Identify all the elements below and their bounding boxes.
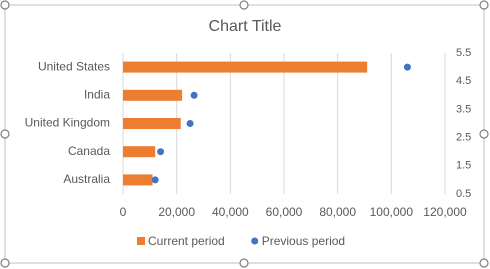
point (186, 120, 194, 127)
handle[interactable] (0, 258, 10, 268)
y2-tick-label: 4.5 (456, 75, 471, 87)
handle[interactable] (479, 258, 489, 268)
bar (123, 89, 183, 101)
point (157, 148, 165, 156)
y-tick-label: India (84, 87, 110, 101)
legend-swatch (251, 237, 259, 245)
bar (123, 118, 181, 129)
legend-label: Previous period (262, 234, 345, 248)
x-tick-label: 40,000 (212, 205, 249, 219)
chart-title: Chart Title (209, 18, 282, 35)
y2-tick-label: 1.5 (456, 160, 471, 172)
chart-frame (4, 4, 485, 264)
bar (123, 61, 368, 73)
handle[interactable] (0, 129, 10, 139)
point (190, 91, 198, 99)
y-tick-label: United Kingdom (25, 116, 110, 130)
x-tick-label: 20,000 (158, 205, 195, 219)
y-tick-label: Canada (68, 144, 110, 158)
y2-tick-label: 3.5 (456, 103, 471, 115)
x-tick-label: 60,000 (266, 205, 303, 219)
legend-label: Current period (148, 234, 225, 248)
x-tick-label: 80,000 (319, 205, 356, 219)
y-tick-label: Australia (63, 172, 110, 186)
handle[interactable] (239, 258, 249, 268)
handle[interactable] (0, 0, 10, 10)
x-tick-label: 100,000 (370, 205, 414, 219)
y2-tick-label: 0.5 (456, 188, 471, 200)
point (151, 176, 159, 184)
legend-swatch (137, 237, 145, 245)
y2-tick-label: 2.5 (456, 132, 471, 144)
y2-tick-label: 5.5 (456, 47, 471, 59)
point (403, 63, 411, 71)
bar (123, 146, 156, 158)
handle[interactable] (479, 0, 489, 10)
handle[interactable] (239, 0, 249, 10)
x-tick-label: 0 (120, 205, 127, 219)
handle[interactable] (479, 129, 489, 139)
plot-area: 0 20,000 40,000 60,000 80,000 100,000 120,000 0… (25, 47, 472, 248)
y-tick-label: United States (38, 59, 110, 73)
bar (123, 174, 153, 186)
x-tick-label: 120,000 (423, 205, 467, 219)
